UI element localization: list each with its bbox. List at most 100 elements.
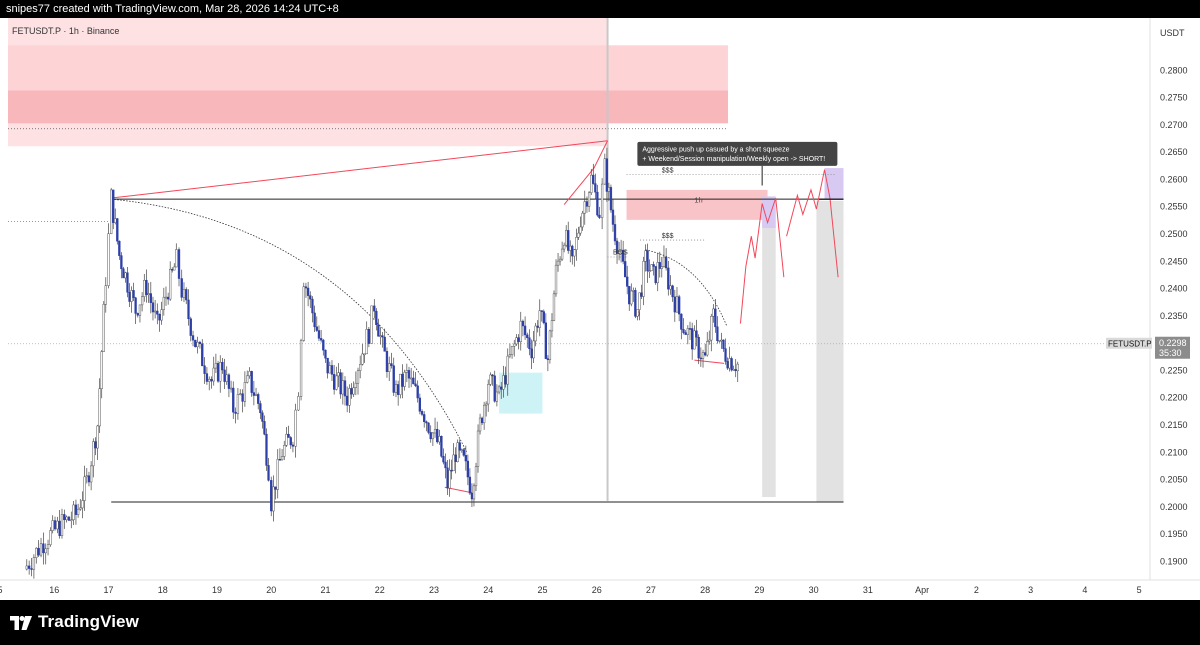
last-symbol-label: FETUSDT.P xyxy=(1108,340,1152,349)
candle-bear xyxy=(609,187,613,211)
candle-bull xyxy=(433,428,437,434)
candle-bull xyxy=(143,280,146,297)
candle-bull xyxy=(32,557,36,570)
candle-bull xyxy=(283,445,286,457)
candle-bear xyxy=(232,387,235,413)
candle-bull xyxy=(147,293,150,295)
candle-bull xyxy=(379,335,382,337)
time-tick-label: 23 xyxy=(429,585,439,595)
candle-bear xyxy=(540,310,543,312)
candle-bear xyxy=(397,384,400,395)
countdown-label: 35:30 xyxy=(1159,348,1182,358)
candle-bear xyxy=(37,547,40,556)
screenshot-header: snipes77 created with TradingView.com, M… xyxy=(0,0,1200,18)
candle-bear xyxy=(185,289,188,301)
candle-bull xyxy=(337,372,340,377)
candle-bear xyxy=(216,363,220,382)
candle-bear xyxy=(304,286,308,289)
candle-bull xyxy=(44,548,47,554)
candle-bear xyxy=(145,280,148,295)
candle-bull xyxy=(569,245,572,251)
candle-bull xyxy=(485,403,488,406)
candle-bear xyxy=(401,373,404,387)
candle-bear xyxy=(621,249,625,262)
time-tick-label: 30 xyxy=(809,585,819,595)
candle-bull xyxy=(25,565,28,570)
tradingview-brand[interactable]: TradingView xyxy=(10,612,139,632)
candle-bear xyxy=(726,361,729,369)
candle-bull xyxy=(102,304,105,352)
candle-bear xyxy=(158,314,161,321)
candle-bull xyxy=(732,369,735,371)
candle-bear xyxy=(120,255,123,270)
candle-bull xyxy=(354,382,357,388)
time-tick-label: 27 xyxy=(646,585,656,595)
candle-bear xyxy=(191,335,195,341)
candle-bull xyxy=(495,391,499,402)
candle-bear xyxy=(309,295,312,300)
time-tick-label: 18 xyxy=(158,585,168,595)
price-tick-label: 0.2800 xyxy=(1160,65,1188,75)
candle-bear xyxy=(180,278,183,298)
candle-bear xyxy=(684,332,687,335)
candle-bull xyxy=(35,547,38,558)
candle-bear xyxy=(319,338,323,341)
candle-bull xyxy=(72,504,75,521)
price-tick-label: 0.2150 xyxy=(1160,420,1188,430)
candle-bull xyxy=(728,358,731,369)
candle-bull xyxy=(49,530,52,546)
time-tick-label: Apr xyxy=(915,585,929,595)
candle-bear xyxy=(134,297,137,314)
candle-bear xyxy=(234,411,237,414)
candle-bull xyxy=(370,305,373,344)
candle-bull xyxy=(410,377,413,380)
candle-bear xyxy=(504,375,507,385)
candle-bear xyxy=(598,214,601,218)
candle-bull xyxy=(104,285,107,305)
candle-bear xyxy=(265,433,268,466)
candle-bull xyxy=(718,340,721,342)
candle-bear xyxy=(704,352,707,356)
candle-bull xyxy=(532,340,535,359)
upper-trendline xyxy=(111,140,608,199)
candle-bull xyxy=(302,286,305,341)
callout-line-2: + Weekend/Session manipulation/Weekly op… xyxy=(642,156,825,163)
candle-bear xyxy=(615,240,619,254)
candle-bear xyxy=(377,324,380,337)
candle-bull xyxy=(107,233,110,286)
candle-bull xyxy=(706,341,709,356)
candle-bull xyxy=(476,430,480,467)
time-tick-label: 20 xyxy=(266,585,276,595)
candle-bear xyxy=(442,456,445,463)
candle-bear xyxy=(278,459,282,461)
candle-bear xyxy=(132,290,135,299)
candle-bull xyxy=(710,316,713,341)
candle-bull xyxy=(160,309,163,321)
candle-bear xyxy=(571,245,574,257)
candle-bear xyxy=(450,469,453,472)
chart-area[interactable]: USDT 0.2800 0.2750 0.2700 0.2650 0.2600 0.2550… xyxy=(0,18,1200,600)
candle-bull xyxy=(76,508,80,515)
time-tick-label: 19 xyxy=(212,585,222,595)
candle-bull xyxy=(51,520,54,531)
candle-bear xyxy=(375,310,378,325)
time-tick-label: 25 xyxy=(537,585,547,595)
candle-bear xyxy=(646,250,649,272)
candle-bull xyxy=(736,363,739,372)
time-tick-label: 29 xyxy=(754,585,764,595)
candle-bear xyxy=(464,455,467,462)
candle-bull xyxy=(81,500,84,509)
candle-bear xyxy=(171,268,174,271)
candle-bull xyxy=(363,353,366,356)
price-tick-label: 0.2100 xyxy=(1160,447,1188,457)
candlestick-chart[interactable]: USDT 0.2800 0.2750 0.2700 0.2650 0.2600 0.2550… xyxy=(0,18,1200,600)
candle-bear xyxy=(53,520,57,530)
candle-bear xyxy=(734,369,737,372)
price-tick-label: 0.2250 xyxy=(1160,365,1188,375)
candle-bull xyxy=(182,289,186,298)
candle-bear xyxy=(695,330,698,338)
candle-bear xyxy=(223,369,226,382)
candle-bull xyxy=(236,394,240,414)
candle-bull xyxy=(335,375,338,390)
candle-bull xyxy=(712,308,715,317)
